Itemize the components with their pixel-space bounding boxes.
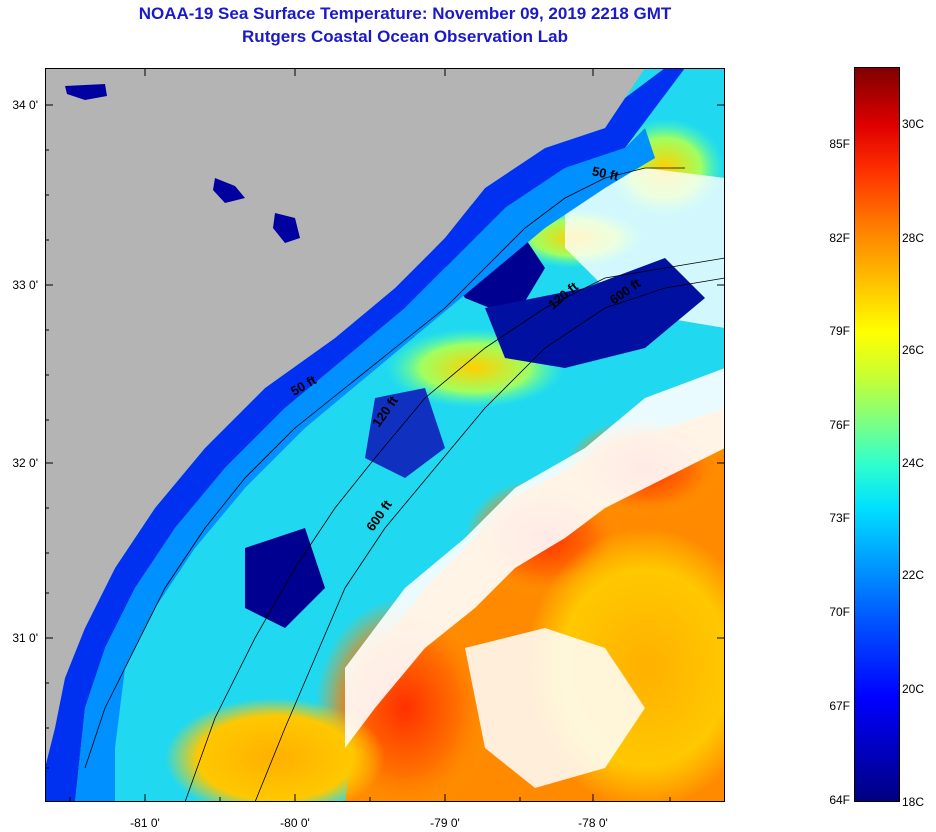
- cold-patch-2: [485, 258, 705, 368]
- colorbar-c-22: 22C: [902, 568, 925, 582]
- colorbar-f-76: 76F: [829, 418, 850, 432]
- lat-label-31: 31 0': [12, 631, 38, 645]
- lon-label-80: -80 0': [280, 816, 310, 830]
- lat-label-34: 34 0': [12, 98, 38, 112]
- inland-lake-3: [65, 84, 107, 100]
- inland-lake-2: [213, 178, 245, 203]
- cloud-cover-2: [465, 628, 645, 788]
- lat-label-33: 33 0': [12, 278, 38, 292]
- colorbar-f-85: 85F: [829, 137, 850, 151]
- colorbar-f-73: 73F: [829, 511, 850, 525]
- colorbar-c-18: 18C: [902, 795, 925, 809]
- lon-label-81: -81 0': [130, 816, 160, 830]
- lon-label-78: -78 0': [578, 816, 608, 830]
- land-mass: [45, 68, 645, 768]
- sst-map: [45, 68, 725, 802]
- contour-600ft: [254, 277, 725, 802]
- colorbar-c-20: 20C: [902, 682, 925, 696]
- contour-50ft: [84, 167, 685, 769]
- colorbar-c-26: 26C: [902, 343, 925, 357]
- lat-label-32: 32 0': [12, 456, 38, 470]
- contour-120ft: [184, 257, 725, 802]
- cold-patch-4: [365, 388, 445, 478]
- colorbar-f-67: 67F: [829, 699, 850, 713]
- colorbar-f-82: 82F: [829, 231, 850, 245]
- warm-zone-sw: [165, 698, 385, 802]
- colorbar-c-28: 28C: [902, 231, 925, 245]
- temperature-colorbar: [854, 67, 900, 802]
- map-border: [45, 68, 725, 802]
- colorbar-c-24: 24C: [902, 456, 925, 470]
- colorbar-c-30: 30C: [902, 117, 925, 131]
- nearshore-cold-water: [45, 68, 685, 802]
- map-subtitle: Rutgers Coastal Ocean Observation Lab: [242, 27, 568, 46]
- cloud-cover: [345, 368, 725, 748]
- map-title: NOAA-19 Sea Surface Temperature: Novembe…: [138, 4, 672, 23]
- colorbar-f-79: 79F: [829, 324, 850, 338]
- inland-lake: [273, 213, 300, 243]
- colorbar-f-64: 64F: [829, 793, 850, 807]
- lon-label-79: -79 0': [430, 816, 460, 830]
- colorbar-f-70: 70F: [829, 605, 850, 619]
